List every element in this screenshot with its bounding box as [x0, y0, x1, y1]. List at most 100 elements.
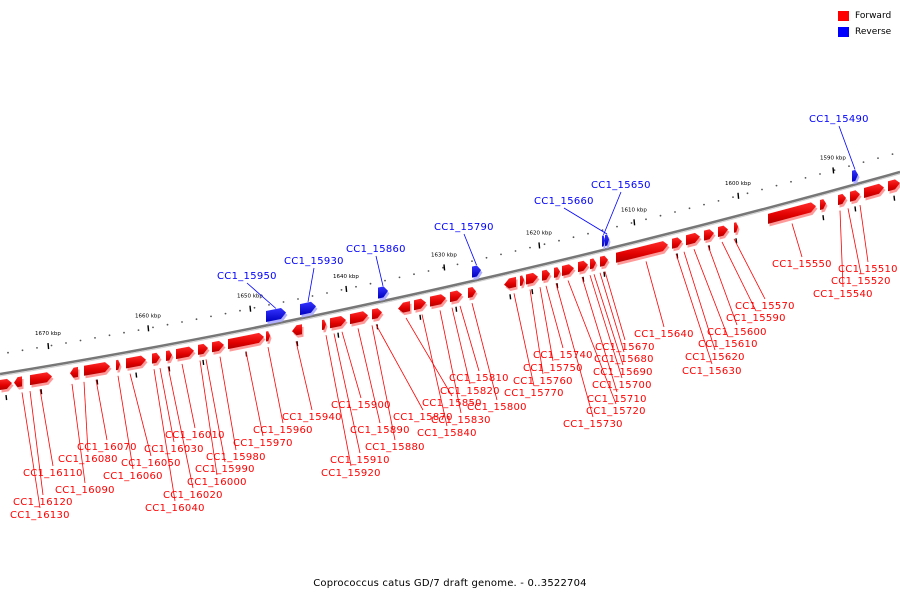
- tick-label: 1590 kbp: [820, 155, 846, 161]
- gene-label-cc1-15840: CC1_15840: [417, 428, 477, 439]
- gene-arrow: [70, 366, 78, 378]
- gene-arrow: [850, 190, 860, 202]
- gene-label-cc1-15890: CC1_15890: [350, 425, 410, 436]
- forward-gene-13: [228, 332, 266, 352]
- leader-line: [567, 280, 617, 405]
- gene-arrow: [398, 301, 410, 313]
- gene-arrow: [378, 286, 388, 299]
- gene-label-cc1-15740: CC1_15740: [533, 350, 593, 361]
- gene-arrow: [704, 229, 714, 241]
- gene-label-cc1-16000: CC1_16000: [187, 477, 247, 488]
- tick-label: 1660 kbp: [135, 313, 161, 319]
- tick-mark: [832, 167, 835, 174]
- scale-dot: [123, 331, 125, 334]
- leader-line: [205, 359, 226, 463]
- leader-line: [707, 245, 738, 326]
- forward-gene-2: [14, 376, 24, 390]
- gene-orf-mark: [96, 379, 99, 385]
- scale-dot: [413, 273, 415, 276]
- leader-line: [603, 191, 622, 236]
- forward-gene-8: [152, 352, 162, 367]
- gene-arrow: [300, 301, 316, 316]
- gene-arrow: [266, 331, 270, 342]
- forward-gene-41: [820, 199, 828, 213]
- forward-gene-19: [372, 308, 384, 322]
- forward-genes: [0, 179, 900, 401]
- reverse-gene-cc1-15930: [300, 301, 318, 318]
- legend-forward-label: Forward: [855, 11, 892, 21]
- leader-line: [791, 223, 803, 258]
- leader-line: [246, 282, 277, 309]
- forward-gene-42: [838, 193, 848, 208]
- forward-gene-45: [888, 179, 900, 194]
- forward-gene-34: [616, 241, 670, 266]
- leader-line: [83, 381, 89, 453]
- gene-label-cc1-16010: CC1_16010: [165, 430, 225, 441]
- gene-orf-mark: [296, 341, 299, 347]
- gene-label-cc1-15540: CC1_15540: [813, 289, 873, 300]
- gene-arrow: [14, 376, 22, 388]
- gene-label-cc1-16060: CC1_16060: [103, 471, 163, 482]
- gene-arrow: [602, 235, 605, 247]
- reverse-swatch: [838, 27, 849, 37]
- scale-dot: [239, 309, 241, 312]
- forward-gene-16: [322, 319, 328, 333]
- forward-gene-1: [0, 378, 14, 393]
- reverse-gene-cc1-15860: [378, 286, 390, 302]
- leader-line: [295, 341, 313, 411]
- leader-line: [599, 272, 625, 353]
- gene-orf-mark: [5, 394, 8, 401]
- gene-orf-mark: [40, 389, 43, 395]
- leader-line: [847, 208, 862, 275]
- forward-gene-30: [562, 264, 576, 279]
- tick-1610-kbp: 1610 kbp: [621, 207, 647, 226]
- gene-label-cc1-15760: CC1_15760: [513, 376, 573, 387]
- forward-gene-33: [600, 255, 610, 270]
- scale-dot: [311, 295, 314, 297]
- gene-orf-mark: [168, 366, 171, 372]
- leader-line: [333, 333, 361, 454]
- tick-1660-kbp: 1660 kbp: [135, 313, 161, 332]
- legend-reverse: Reverse: [838, 24, 891, 40]
- scale-dot: [717, 200, 720, 202]
- gene-label-cc1-16070: CC1_16070: [77, 442, 137, 453]
- forward-gene-36: [686, 232, 702, 248]
- dotted-scale-track: [7, 153, 894, 354]
- genome-caption: Coprococcus catus GD/7 draft genome. - 0…: [313, 578, 587, 589]
- scale-dot: [108, 334, 111, 337]
- scale-dot: [877, 157, 879, 160]
- gene-label-cc1-15630: CC1_15630: [682, 366, 742, 377]
- gene-label-cc1-15800: CC1_15800: [467, 402, 527, 413]
- scale-dot: [224, 312, 227, 315]
- reverse-gene-cc1-15660: [605, 234, 611, 249]
- gene-arrow: [450, 290, 462, 303]
- gene-arrow: [372, 308, 382, 320]
- gene-arrow: [198, 343, 208, 355]
- leader-line: [838, 125, 856, 170]
- gene-label-cc1-15650: CC1_15650: [591, 180, 651, 191]
- scale-dot: [500, 253, 502, 256]
- leader-line: [159, 368, 175, 443]
- scale-dot: [152, 326, 154, 329]
- scale-dot: [398, 276, 401, 279]
- leader-line: [645, 261, 665, 328]
- scale-dot: [471, 260, 473, 262]
- gene-label-cc1-15910: CC1_15910: [330, 455, 390, 466]
- forward-gene-38: [718, 225, 730, 240]
- leader-line: [153, 369, 176, 502]
- scale-dot: [703, 203, 705, 206]
- tick-mark: [345, 285, 348, 293]
- gene-orf-mark: [135, 372, 138, 378]
- forward-gene-7: [126, 355, 148, 371]
- forward-gene-23: [450, 290, 464, 305]
- leader-line: [245, 351, 264, 437]
- scale-dot: [543, 243, 546, 246]
- tick-mark: [538, 242, 541, 249]
- gene-arrow: [472, 265, 481, 278]
- gene-arrow: [616, 241, 668, 263]
- gene-label-cc1-15930: CC1_15930: [284, 256, 344, 267]
- gene-orf-mark: [893, 195, 896, 201]
- gene-label-cc1-15980: CC1_15980: [206, 452, 266, 463]
- leader-line: [341, 331, 362, 399]
- leader-line: [307, 267, 315, 303]
